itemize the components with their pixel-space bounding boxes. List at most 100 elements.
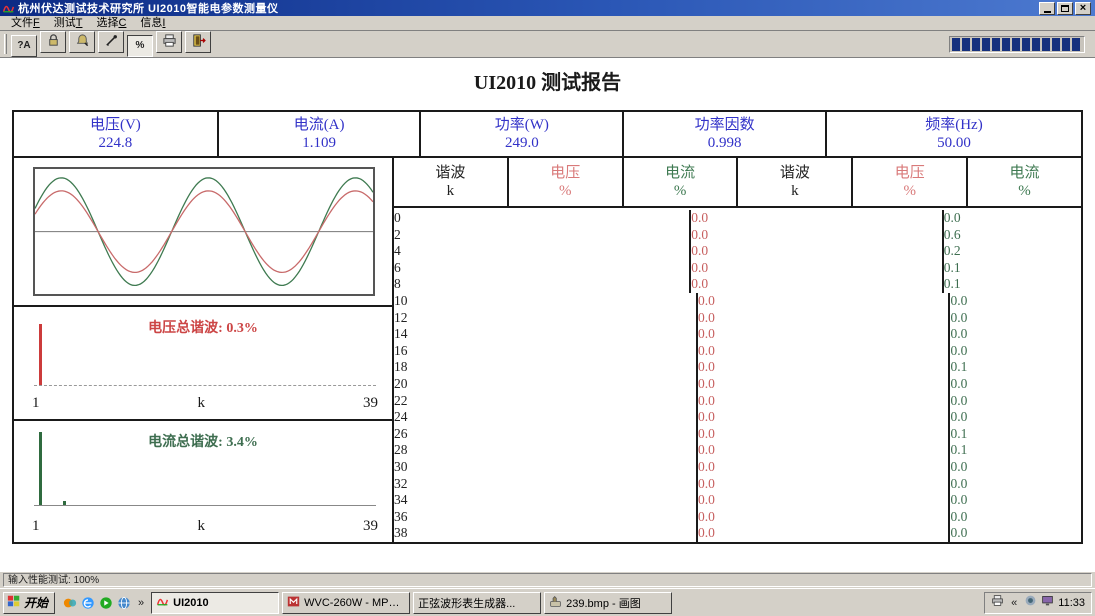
status-bar: 输入性能测试: 100% xyxy=(0,571,1095,588)
minimize-icon xyxy=(1043,10,1051,13)
summary-cell: 电压(V) 224.8 xyxy=(89,116,141,151)
harmonics-column-header: 谐波 k xyxy=(435,165,466,199)
waveform-panel xyxy=(14,158,392,308)
voltage-spike xyxy=(39,324,42,387)
mplab-icon xyxy=(287,595,300,611)
axis-label-center: k xyxy=(197,395,206,412)
windows-logo-icon xyxy=(7,594,21,611)
harmonic-row: 380.00.0390.00.3 xyxy=(394,525,1081,542)
harmonic-row: 140.00.0150.10.8 xyxy=(394,326,1081,343)
collapse-chevron-icon[interactable]: « xyxy=(1011,596,1018,609)
harmonic-row: 160.00.0170.00.5 xyxy=(394,342,1081,360)
window-title: 杭州伏达测试技术研究所 UI2010智能电参数测量仪 xyxy=(18,3,279,15)
harmonic-row: 120.00.0130.00.7 xyxy=(394,309,1081,327)
restore-icon xyxy=(1061,4,1069,12)
start-button[interactable]: 开始 xyxy=(3,591,56,614)
display-icon[interactable] xyxy=(1041,594,1054,612)
menu-item-t[interactable]: 测试T xyxy=(53,17,83,29)
harmonics-column-header: 谐波 k xyxy=(736,158,851,206)
percent-icon: % xyxy=(135,40,145,52)
overflow-chevron-icon[interactable]: » xyxy=(138,596,145,609)
current-thd-label: 电流总谐波: 3.4% xyxy=(148,435,258,451)
harmonic-row: 20.00.630.21.2 xyxy=(394,226,1081,244)
harmonic-row: 320.00.0330.10.4 xyxy=(394,475,1081,493)
lock-button[interactable] xyxy=(40,31,66,54)
harmonic-row: 200.00.0210.00.6 xyxy=(394,375,1081,393)
waveform-chart xyxy=(33,167,375,297)
toolbar-grip[interactable] xyxy=(4,34,7,54)
harmonic-row: 260.00.1270.00.8 xyxy=(394,425,1081,443)
internet-explorer-icon[interactable] xyxy=(81,596,95,610)
current-thd-chart: 电流总谐波: 3.4% 1 k 39 xyxy=(14,421,392,542)
harmonics-header: 谐波 k 电压% 电流% 谐波 k 电压% 电流% xyxy=(394,158,1081,208)
axis-label-left: 1 xyxy=(32,518,40,534)
restore-button[interactable] xyxy=(1057,1,1073,15)
paint-icon xyxy=(549,595,562,611)
taskbar-task[interactable]: 正弦波形表生成器... xyxy=(413,591,542,614)
harmonics-column-header: 电压% xyxy=(851,158,966,206)
menu-item-i[interactable]: 信息I xyxy=(140,17,166,29)
system-tray: « 11:33 xyxy=(984,591,1092,614)
status-text: 输入性能测试: 100% xyxy=(3,573,1092,587)
close-button[interactable]: × xyxy=(1075,1,1091,15)
network-icon[interactable] xyxy=(1024,594,1037,612)
bell-icon xyxy=(75,33,90,51)
taskbar-task[interactable]: 239.bmp - 画图 xyxy=(544,591,673,614)
harmonic-row: 80.00.190.00.9 xyxy=(394,276,1081,293)
taskbar-task[interactable]: WVC-260W - MPLAB... xyxy=(282,591,411,614)
menu-item-f[interactable]: 文件F xyxy=(11,17,40,29)
harmonics-column-header: 电流% xyxy=(621,158,737,206)
current-spike-secondary xyxy=(63,501,66,506)
taskbar-task[interactable]: UI2010 xyxy=(151,591,280,614)
close-icon: × xyxy=(1079,2,1087,14)
help-icon: ?A xyxy=(17,40,31,52)
print-button[interactable] xyxy=(156,31,182,54)
harmonic-row: 280.00.1290.00.6 xyxy=(394,442,1081,459)
axis-label-right: 39 xyxy=(363,518,378,534)
browser-globe-icon[interactable] xyxy=(117,596,131,610)
exit-icon xyxy=(191,33,206,51)
axis-label-left: 1 xyxy=(32,395,40,412)
summary-cell: 功率因数 0.998 xyxy=(622,112,825,156)
harmonic-row: 00.00.01100.0100.0 xyxy=(394,210,1081,227)
app-icon xyxy=(156,595,169,611)
harmonics-column-header: 电压% xyxy=(506,158,622,206)
exit-button[interactable] xyxy=(185,31,211,54)
axis-label-center: k xyxy=(197,518,206,534)
bell-button[interactable] xyxy=(69,31,95,54)
harmonic-row: 60.00.170.01.0 xyxy=(394,259,1081,277)
media-player-icon[interactable] xyxy=(99,596,113,610)
menu-item-c[interactable]: 选择C xyxy=(96,17,127,29)
start-label: 开始 xyxy=(24,596,49,610)
harmonic-row: 240.00.0250.10.9 xyxy=(394,409,1081,426)
app-icon xyxy=(2,2,15,15)
msn-icon[interactable] xyxy=(63,596,77,610)
voltage-thd-chart: 电压总谐波: 0.3% 1 k 39 xyxy=(14,307,392,422)
progress-indicator xyxy=(949,35,1085,53)
taskbar-clock: 11:33 xyxy=(1058,596,1085,609)
title-bar[interactable]: 杭州伏达测试技术研究所 UI2010智能电参数测量仪 × xyxy=(0,0,1095,16)
lock-icon xyxy=(46,33,61,51)
harmonic-row: 360.00.0370.00.2 xyxy=(394,508,1081,526)
voltage-thd-label: 电压总谐波: 0.3% xyxy=(148,321,258,337)
printer-icon[interactable] xyxy=(991,594,1004,612)
harmonic-row: 220.00.0230.00.8 xyxy=(394,392,1081,410)
axis-label-right: 39 xyxy=(363,395,378,412)
probe-button[interactable] xyxy=(98,31,124,54)
percent-button[interactable]: % xyxy=(127,34,153,57)
minimize-button[interactable] xyxy=(1039,1,1055,15)
summary-cell: 频率(Hz) 50.00 xyxy=(824,112,1081,156)
current-axis-line xyxy=(34,505,376,506)
help-button[interactable]: ?A xyxy=(11,34,37,57)
harmonics-column-header: 电流% xyxy=(966,158,1081,206)
current-spike xyxy=(39,432,42,506)
voltage-axis-line xyxy=(34,385,376,387)
report-area: UI2010 测试报告 电压(V) 224.8 电流(A) 1.109 功率(W) 249… xyxy=(0,58,1095,571)
harmonic-row: 180.00.1190.00.3 xyxy=(394,359,1081,376)
summary-table: 电压(V) 224.8 电流(A) 1.109 功率(W) 249.0 功率因数 0.998 频… xyxy=(12,110,1083,158)
probe-icon xyxy=(104,33,119,51)
print-icon xyxy=(162,33,177,51)
